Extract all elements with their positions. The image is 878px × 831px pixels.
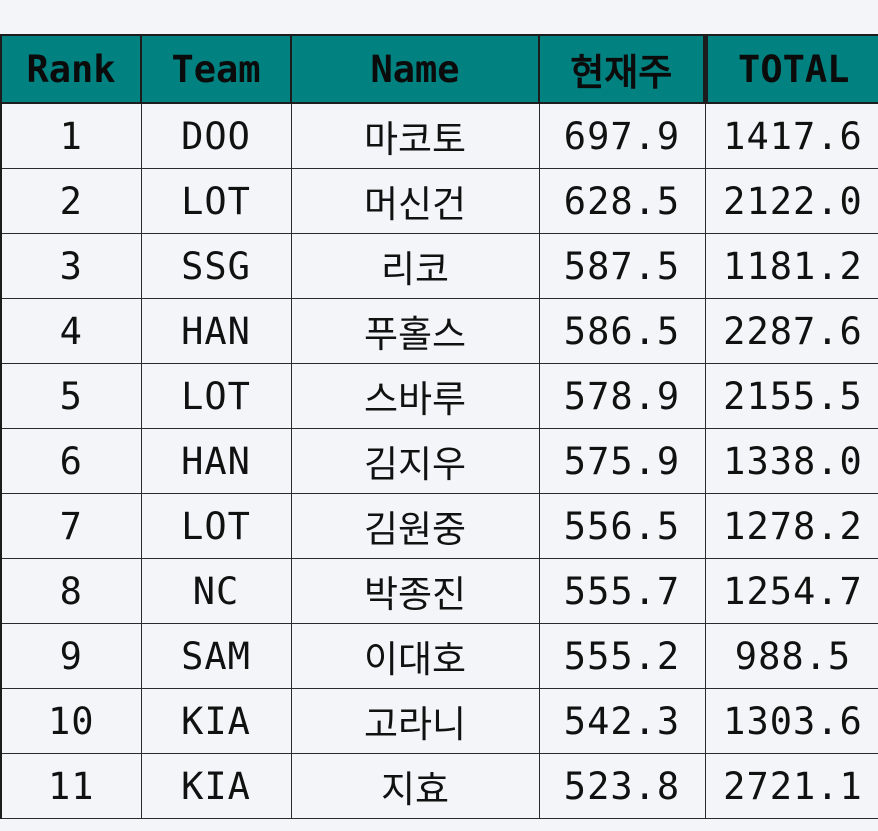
cell-rank: 5 [0,363,142,429]
cell-current-week: 697.9 [538,102,706,169]
cell-total: 2287.6 [704,298,878,364]
cell-rank: 10 [0,688,142,754]
cell-rank: 7 [0,493,142,559]
cell-name: 김지우 [290,428,540,494]
header-rank[interactable]: Rank [0,34,142,104]
cell-total: 2721.1 [704,753,878,819]
cell-name: 마코토 [290,102,540,169]
table-header: Rank Team Name 현재주 TOTAL [0,34,878,104]
cell-name: 스바루 [290,363,540,429]
ranking-table-container: Rank Team Name 현재주 TOTAL 1 DOO 마코토 697.9 141… [0,34,878,831]
table-row: 4 HAN 푸홀스 586.5 2287.6 [0,298,878,364]
header-team[interactable]: Team [140,34,292,104]
cell-team: HAN [140,428,292,494]
cell-total: 1254.7 [704,558,878,624]
cell-name: 지효 [290,753,540,819]
cell-name: 김원중 [290,493,540,559]
cell-total: 1278.2 [704,493,878,559]
header-row: Rank Team Name 현재주 TOTAL [0,34,878,104]
header-current-week[interactable]: 현재주 [538,34,706,104]
cell-rank: 1 [0,102,142,169]
table-row: 11 KIA 지효 523.8 2721.1 [0,753,878,819]
cell-total: 2122.0 [704,168,878,234]
cell-rank: 3 [0,233,142,299]
cell-total: 1417.6 [704,102,878,169]
table-row: 10 KIA 고라니 542.3 1303.6 [0,688,878,754]
cell-team: LOT [140,363,292,429]
table-row: 9 SAM 이대호 555.2 988.5 [0,623,878,689]
cell-current-week: 578.9 [538,363,706,429]
cell-team: HAN [140,298,292,364]
cell-rank: 4 [0,298,142,364]
cell-rank: 9 [0,623,142,689]
table-row: 5 LOT 스바루 578.9 2155.5 [0,363,878,429]
cell-current-week: 575.9 [538,428,706,494]
cell-current-week: 542.3 [538,688,706,754]
cell-rank: 8 [0,558,142,624]
cell-current-week: 586.5 [538,298,706,364]
cell-team: SAM [140,623,292,689]
cell-name: 고라니 [290,688,540,754]
cell-total: 988.5 [704,623,878,689]
cell-current-week: 556.5 [538,493,706,559]
cell-rank: 6 [0,428,142,494]
cell-name: 푸홀스 [290,298,540,364]
cell-total: 2155.5 [704,363,878,429]
cell-team: NC [140,558,292,624]
cell-current-week: 628.5 [538,168,706,234]
cell-team: SSG [140,233,292,299]
cell-team: DOO [140,102,292,169]
table-row: 7 LOT 김원중 556.5 1278.2 [0,493,878,559]
table-row: 2 LOT 머신건 628.5 2122.0 [0,168,878,234]
cell-current-week: 555.2 [538,623,706,689]
cell-current-week: 555.7 [538,558,706,624]
table-body: 1 DOO 마코토 697.9 1417.6 2 LOT 머신건 628.5 2122.0 3 SSG… [0,102,878,819]
header-name[interactable]: Name [290,34,540,104]
cell-name: 머신건 [290,168,540,234]
cell-rank: 11 [0,753,142,819]
table-row: 8 NC 박종진 555.7 1254.7 [0,558,878,624]
cell-team: LOT [140,168,292,234]
cell-current-week: 587.5 [538,233,706,299]
cell-total: 1338.0 [704,428,878,494]
cell-name: 박종진 [290,558,540,624]
cell-name: 이대호 [290,623,540,689]
ranking-table: Rank Team Name 현재주 TOTAL 1 DOO 마코토 697.9 141… [0,34,878,819]
cell-rank: 2 [0,168,142,234]
table-row: 3 SSG 리코 587.5 1181.2 [0,233,878,299]
header-total[interactable]: TOTAL [702,34,878,104]
cell-total: 1181.2 [704,233,878,299]
cell-team: KIA [140,753,292,819]
table-row: 6 HAN 김지우 575.9 1338.0 [0,428,878,494]
cell-current-week: 523.8 [538,753,706,819]
cell-total: 1303.6 [704,688,878,754]
cell-team: KIA [140,688,292,754]
cell-name: 리코 [290,233,540,299]
cell-team: LOT [140,493,292,559]
table-row: 1 DOO 마코토 697.9 1417.6 [0,102,878,169]
